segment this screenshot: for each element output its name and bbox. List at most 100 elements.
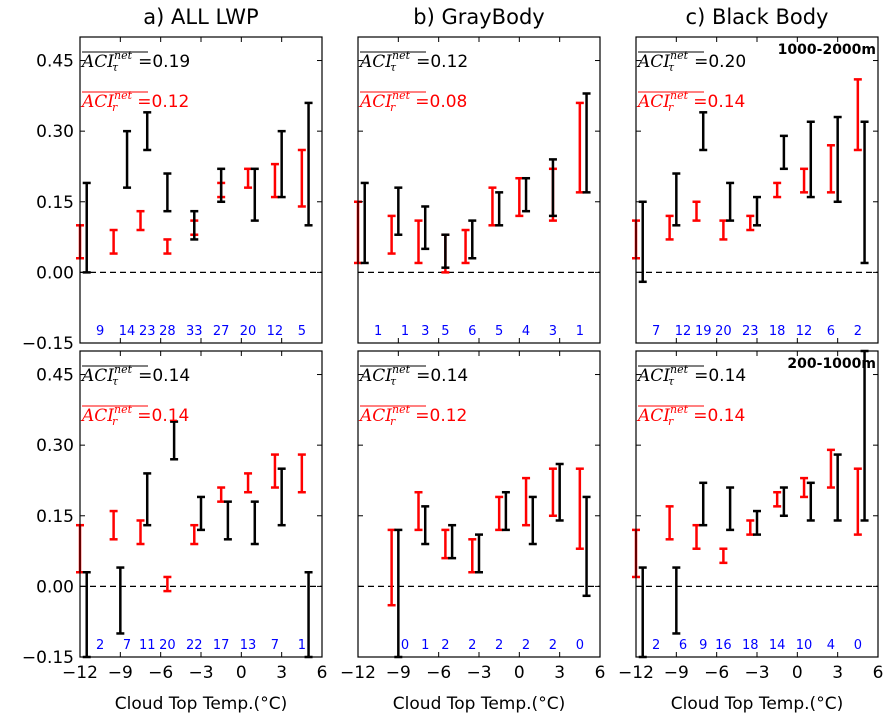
tau-errorbar-1 xyxy=(421,505,430,546)
aci-stat-rc: ACInet r =0.12 xyxy=(358,403,467,428)
count-label: 2 xyxy=(96,638,104,653)
tau-errorbar-3 xyxy=(726,181,735,222)
tau-errorbar-3 xyxy=(726,486,735,532)
panel-frame xyxy=(635,350,879,658)
rc-errorbar-5 xyxy=(488,186,497,227)
tau-errorbar-8 xyxy=(860,349,869,522)
count-label: 1 xyxy=(374,324,382,339)
y-tick-label: 0.15 xyxy=(36,193,74,213)
y-tick-label: 0.00 xyxy=(36,263,74,283)
aci-stat-tau: ACInet τ =0.12 xyxy=(358,49,468,74)
count-label: 0 xyxy=(401,638,409,653)
y-tick-label: 0.45 xyxy=(36,52,74,72)
tau-errorbar-6 xyxy=(555,462,564,522)
tau-errorbar-6 xyxy=(806,481,815,522)
rc-errorbar-4 xyxy=(461,228,470,265)
aci-stat-rc: ACInet r =0.14 xyxy=(636,403,745,428)
x-tick-label: −9 xyxy=(664,663,689,683)
rc-errorbar-6 xyxy=(244,167,253,189)
aci-stat-tau: ACInet τ =0.14 xyxy=(80,363,190,388)
panel-frame xyxy=(635,36,879,344)
count-label: 1 xyxy=(576,324,584,339)
x-tick-label: 0 xyxy=(514,663,525,683)
y-tick-label: 0.15 xyxy=(36,507,74,527)
rc-errorbar-1 xyxy=(109,509,118,541)
rc-errorbar-8 xyxy=(297,148,306,208)
count-label: 12 xyxy=(675,324,692,339)
count-label: 12 xyxy=(267,324,284,339)
count-label: 14 xyxy=(119,324,136,339)
tau-errorbar-7 xyxy=(548,158,557,218)
x-tick-label: −12 xyxy=(340,663,376,683)
panel-frame xyxy=(79,36,323,344)
rc-errorbar-1 xyxy=(387,214,396,255)
count-label: 20 xyxy=(240,324,257,339)
aci-stat-tau: ACInet τ =0.14 xyxy=(358,363,468,388)
count-label: 18 xyxy=(742,638,759,653)
count-label: 20 xyxy=(715,324,732,339)
x-tick-label: −6 xyxy=(704,663,729,683)
aci-label: ACInet τ =0.20 xyxy=(636,49,746,74)
rc-errorbar-2 xyxy=(414,219,423,265)
tau-errorbar-0 xyxy=(360,181,369,265)
rc-errorbar-7 xyxy=(270,453,279,489)
tau-errorbar-1 xyxy=(394,186,403,236)
count-label: 2 xyxy=(522,638,530,653)
y-tick-label: 0.30 xyxy=(36,436,74,456)
tau-errorbar-5 xyxy=(528,495,537,546)
height-range-label: 200-1000m xyxy=(787,356,876,372)
count-label: 11 xyxy=(139,638,156,653)
rc-errorbar-1 xyxy=(665,214,674,241)
x-tick-label: −3 xyxy=(744,663,769,683)
rc-errorbar-6 xyxy=(515,176,524,218)
count-label: 2 xyxy=(441,638,449,653)
count-label: 7 xyxy=(652,324,660,339)
rc-errorbar-8 xyxy=(853,467,862,536)
tau-errorbar-7 xyxy=(833,453,842,522)
tau-errorbar-8 xyxy=(860,120,869,265)
rc-errorbar-6 xyxy=(800,476,809,499)
tau-errorbar-3 xyxy=(475,533,483,574)
rc-errorbar-7 xyxy=(826,144,835,194)
y-tick-label: 0.30 xyxy=(36,122,74,142)
x-tick-label: −12 xyxy=(618,663,654,683)
count-label: 2 xyxy=(495,638,503,653)
aci-label: ACInet r =0.14 xyxy=(636,89,745,114)
x-tick-label: 3 xyxy=(832,663,843,683)
aci-label: ACInet r =0.12 xyxy=(358,403,467,428)
rc-errorbar-1 xyxy=(665,505,674,541)
rc-errorbar-4 xyxy=(495,495,504,532)
rc-errorbar-1 xyxy=(109,228,118,255)
tau-errorbar-6 xyxy=(250,167,259,222)
rc-errorbar-5 xyxy=(522,476,531,527)
tau-errorbar-3 xyxy=(170,420,179,461)
rc-errorbar-7 xyxy=(270,162,279,199)
height-range-label: 1000-2000m xyxy=(778,42,876,58)
count-label: 7 xyxy=(123,638,131,653)
x-tick-label: 0 xyxy=(792,663,803,683)
tau-errorbar-6 xyxy=(806,120,815,199)
count-label: 3 xyxy=(549,324,557,339)
aci-label: ACInet r =0.08 xyxy=(358,89,467,114)
count-label: 3 xyxy=(421,324,429,339)
tau-errorbar-6 xyxy=(522,176,531,213)
aci-stat-rc: ACInet r =0.12 xyxy=(80,89,189,114)
count-label: 0 xyxy=(576,638,584,653)
x-tick-label: 0 xyxy=(236,663,247,683)
count-label: 2 xyxy=(854,324,862,339)
aci-stat-rc: ACInet r =0.14 xyxy=(80,403,189,428)
aci-stat-tau: ACInet τ =0.19 xyxy=(80,49,190,74)
rc-errorbar-3 xyxy=(468,538,477,574)
tau-errorbar-4 xyxy=(197,495,205,532)
tau-errorbar-5 xyxy=(223,500,232,541)
tau-errorbar-8 xyxy=(582,92,591,194)
count-label: 5 xyxy=(298,324,306,339)
count-label: 27 xyxy=(213,324,230,339)
count-label: 5 xyxy=(441,324,449,339)
tau-errorbar-1 xyxy=(672,172,681,227)
rc-errorbar-2 xyxy=(692,523,701,550)
panel-frame xyxy=(357,350,601,658)
count-label: 23 xyxy=(742,324,759,339)
tau-errorbar-2 xyxy=(448,523,457,560)
